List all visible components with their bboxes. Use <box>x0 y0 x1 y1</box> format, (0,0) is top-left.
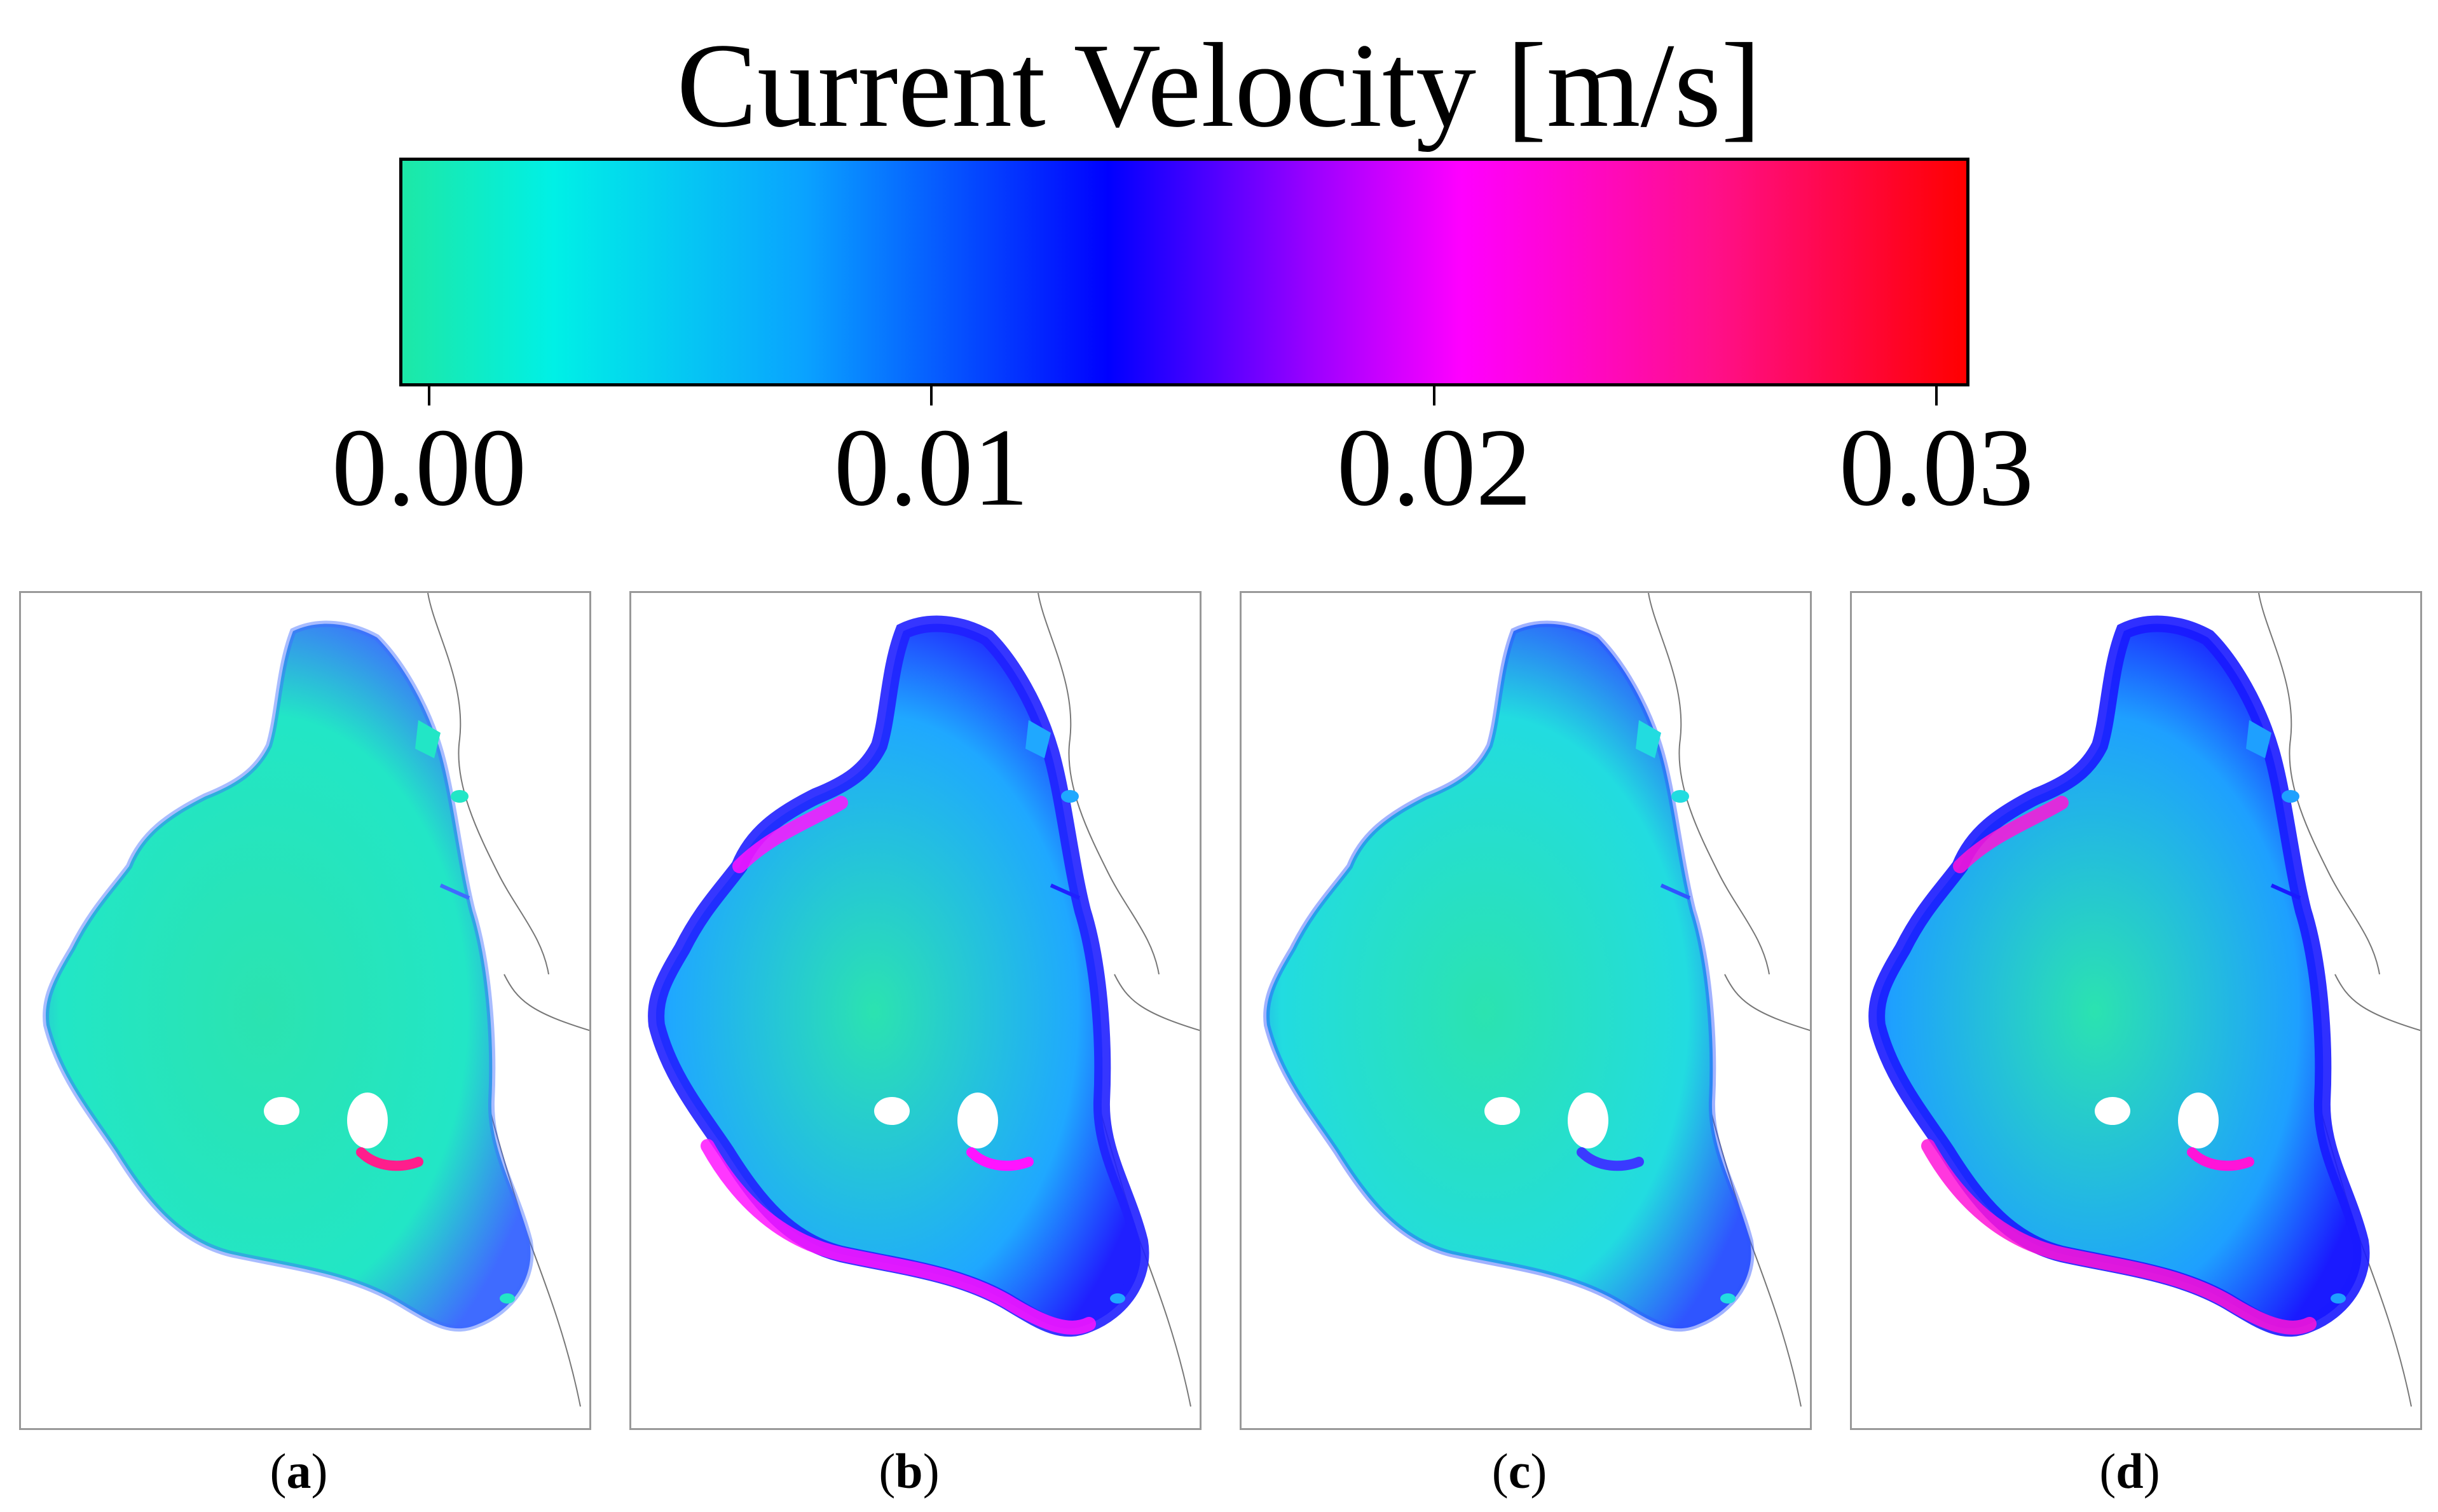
island-west <box>1484 1097 1520 1125</box>
island-east <box>347 1093 388 1148</box>
inlet-channel <box>1636 720 1661 758</box>
shore-velocity-band <box>1263 620 1755 1332</box>
small-pond <box>1720 1293 1736 1304</box>
figure-title: Current Velocity [m/s] <box>676 19 1762 153</box>
island-wake <box>2187 1147 2254 1171</box>
high-velocity-zone <box>701 796 1096 1335</box>
small-pond <box>1110 1293 1125 1304</box>
island-west <box>874 1097 910 1125</box>
inlet-channel <box>1025 720 1051 758</box>
small-pond <box>1061 790 1079 803</box>
colorbar <box>399 158 1969 386</box>
island-wake <box>966 1147 1034 1171</box>
island-west <box>264 1097 299 1125</box>
lake-surface <box>656 623 1141 1329</box>
channel-outlet <box>2270 883 2301 900</box>
panel-label-a: (a) <box>270 1443 328 1499</box>
lake-map <box>1263 593 1810 1407</box>
high-velocity-zone <box>1921 796 2317 1335</box>
colorbar-tick-label: 0.00 <box>331 405 527 529</box>
map-panel-d <box>1850 591 2422 1430</box>
panel-label-d: (d) <box>2099 1443 2160 1499</box>
island-wake <box>1577 1147 1644 1171</box>
channel-outlet <box>1050 883 1081 900</box>
small-pond <box>2282 790 2299 803</box>
panel-label-b: (b) <box>879 1443 940 1499</box>
lake-surface <box>46 623 531 1329</box>
colorbar-tick <box>428 386 430 405</box>
small-pond <box>500 1293 515 1304</box>
small-pond <box>2331 1293 2346 1304</box>
island-east <box>2178 1093 2219 1148</box>
map-panel-b <box>629 591 1202 1430</box>
map-panel-a <box>19 591 591 1430</box>
small-pond <box>1671 790 1689 803</box>
island-east <box>957 1093 998 1148</box>
colorbar-tick-label: 0.03 <box>1839 405 2034 529</box>
colorbar-tick <box>1935 386 1938 405</box>
lake-surface <box>1266 623 1751 1329</box>
panel-label-c: (c) <box>1491 1443 1547 1499</box>
lake-surface <box>1877 623 2362 1329</box>
shore-velocity-band <box>43 620 534 1332</box>
channel-outlet <box>1660 883 1691 900</box>
colorbar-tick-label: 0.02 <box>1336 405 1532 529</box>
island-wake <box>356 1147 423 1171</box>
colorbar-tick <box>1433 386 1435 405</box>
inlet-channel <box>2246 720 2271 758</box>
lake-map <box>1868 593 2420 1407</box>
channel-outlet <box>439 883 470 900</box>
inlet-channel <box>415 720 441 758</box>
map-panel-c <box>1240 591 1812 1430</box>
small-pond <box>451 790 469 803</box>
colorbar-tick <box>930 386 933 405</box>
island-west <box>2095 1097 2130 1125</box>
colorbar-tick-label: 0.01 <box>833 405 1029 529</box>
lake-map <box>648 593 1200 1407</box>
island-east <box>1568 1093 1608 1148</box>
lake-map <box>43 593 589 1407</box>
